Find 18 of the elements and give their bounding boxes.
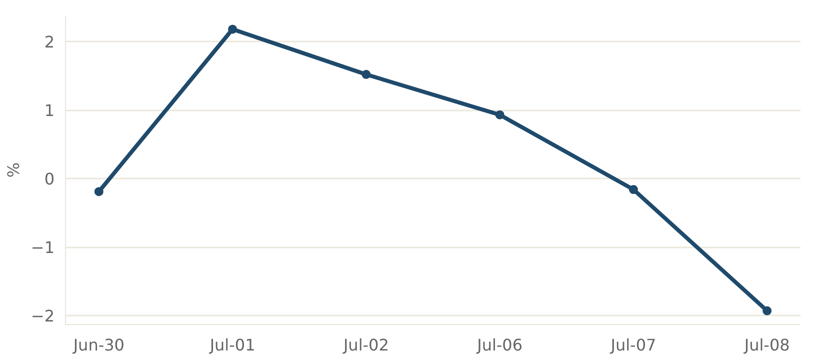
x-tick-label: Jul-07 bbox=[610, 336, 656, 354]
y-tick-label: 2 bbox=[44, 32, 55, 52]
x-tick-label: Jul-08 bbox=[743, 336, 790, 354]
y-tick-label: −1 bbox=[30, 238, 55, 258]
y-tick-label: 1 bbox=[44, 101, 55, 120]
y-tick-label: 0 bbox=[44, 170, 55, 189]
point bbox=[94, 187, 104, 196]
point bbox=[495, 110, 504, 120]
point bbox=[628, 185, 638, 194]
y-axis-title: % bbox=[4, 162, 23, 178]
x-tick-label: Jun-30 bbox=[72, 336, 124, 354]
x-tick-label: Jul-02 bbox=[342, 336, 389, 354]
point bbox=[228, 24, 238, 34]
y-tick-label: −2 bbox=[30, 306, 55, 326]
point bbox=[762, 306, 772, 316]
x-tick-label: Jul-01 bbox=[208, 336, 256, 354]
x-tick-label: Jul-06 bbox=[476, 336, 523, 354]
point bbox=[362, 70, 371, 79]
